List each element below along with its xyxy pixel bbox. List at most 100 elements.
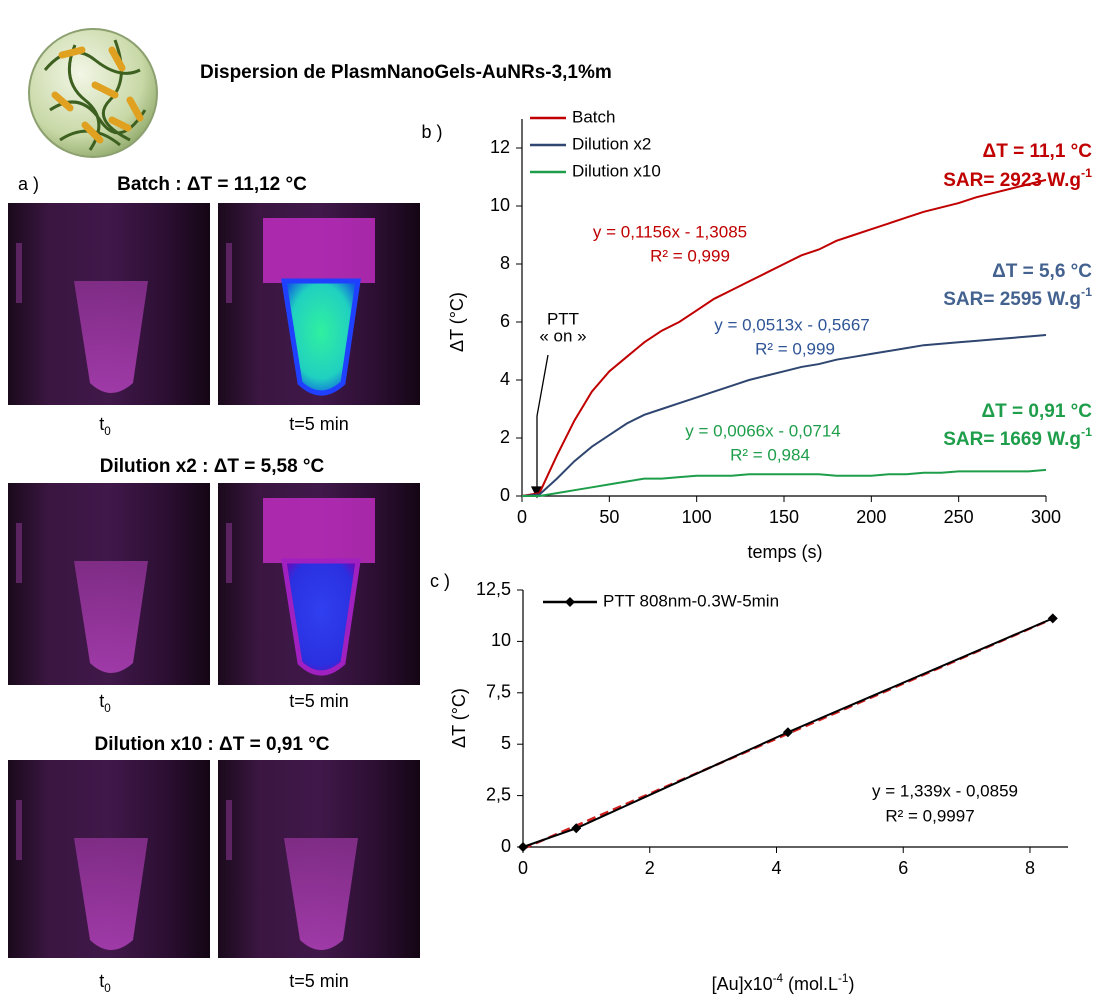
x-axis-label: temps (s): [747, 542, 822, 562]
tube: [74, 838, 148, 950]
callout-part: -1: [1081, 425, 1092, 439]
annotation: R² = 0,999: [755, 339, 835, 358]
y-tick-label: 0: [500, 485, 510, 505]
y-tick-label: 8: [500, 253, 510, 273]
panel-label: c ): [430, 571, 450, 591]
legend-label: Dilution x2: [572, 134, 651, 153]
callout: ΔT = 11,1 °C: [983, 141, 1093, 162]
image-streak: [16, 523, 22, 583]
row-title: Dilution x10 : ΔT = 0,91 °C: [94, 734, 329, 755]
thermal-image: [218, 203, 420, 405]
tube: [284, 838, 358, 950]
legend-label: Batch: [572, 107, 615, 126]
series-line: [522, 468, 1047, 497]
thermal-image: [8, 203, 210, 405]
image-streak: [226, 243, 232, 303]
logo: [28, 28, 158, 158]
x-tick-label: 0: [517, 507, 527, 527]
caption-part: 0: [104, 982, 111, 995]
y-tick-label: 12: [490, 137, 510, 157]
data-point: [1047, 613, 1058, 624]
callout: SAR= 1669 W.g-1: [943, 425, 1092, 450]
annotation: y = 0,1156x - 1,3085: [593, 222, 747, 241]
legend-marker: [565, 597, 575, 607]
x-axis-label: [Au]x10-4 (mol.L-1): [712, 972, 855, 994]
x-tick-label: 4: [771, 858, 781, 878]
legend-label: Dilution x10: [572, 161, 661, 180]
y-axis-label: ΔT (°C): [449, 688, 469, 748]
x-tick-label: 50: [599, 507, 619, 527]
y-tick-label: 10: [490, 195, 510, 215]
callout-part: -1: [1081, 285, 1092, 299]
caption-part: 0: [104, 425, 111, 438]
y-tick-label: 10: [491, 630, 511, 650]
y-tick-label: 0: [501, 836, 511, 856]
x-axis-label-part: -4: [773, 972, 784, 985]
caption-part: 0: [104, 702, 111, 715]
data-point: [782, 727, 793, 738]
image-streak: [226, 523, 232, 583]
image-streak: [16, 243, 22, 303]
caption-part: t: [99, 414, 104, 434]
caption: t0: [99, 971, 111, 995]
x-tick-label: 300: [1031, 507, 1061, 527]
row-title: Batch : ΔT = 11,12 °C: [117, 174, 307, 195]
y-tick-label: 4: [500, 369, 510, 389]
x-axis-label-part: ): [848, 974, 854, 994]
thermal-image: [218, 483, 420, 685]
callout-part: SAR= 2923 W.g: [943, 170, 1081, 191]
annotation: PTT: [547, 309, 579, 328]
y-tick-label: 2: [500, 427, 510, 447]
x-tick-label: 6: [898, 858, 908, 878]
thermal-image: [8, 760, 210, 958]
x-tick-label: 150: [769, 507, 799, 527]
thermal-image: [218, 760, 420, 958]
callout: SAR= 2923 W.g-1: [943, 166, 1092, 191]
tube: [74, 281, 148, 393]
annotation: R² = 0,984: [730, 445, 810, 464]
y-tick-label: 12,5: [476, 579, 511, 599]
x-axis-label-part: -1: [838, 972, 848, 985]
y-tick-label: 7,5: [486, 682, 511, 702]
caption: t0: [99, 414, 111, 438]
image-glow: [263, 498, 375, 563]
figure-title: Dispersion de PlasmNanoGels-AuNRs-3,1%m: [200, 62, 612, 83]
series-line: [521, 178, 1047, 497]
ptt-arrow: [530, 354, 549, 499]
annotation: R² = 0,9997: [885, 806, 974, 825]
tube: [281, 278, 361, 396]
x-axis-label-part: (mol.L: [783, 974, 838, 994]
panel-label: a ): [18, 174, 39, 194]
caption: t=5 min: [289, 691, 349, 711]
series-line: [522, 617, 1054, 848]
annotation: y = 0,0066x - 0,0714: [685, 421, 840, 440]
tube: [74, 561, 148, 673]
caption: t=5 min: [289, 971, 349, 991]
callout: ΔT = 5,6 °C: [992, 261, 1092, 282]
tube: [281, 558, 361, 676]
x-tick-label: 8: [1025, 858, 1035, 878]
callout: ΔT = 0,91 °C: [982, 401, 1093, 422]
x-tick-label: 100: [682, 507, 712, 527]
caption: t=5 min: [289, 414, 349, 434]
callout-part: SAR= 1669 W.g: [943, 429, 1081, 450]
x-tick-label: 0: [518, 858, 528, 878]
legend-label: PTT 808nm-0.3W-5min: [603, 591, 779, 610]
annotation: R² = 0,999: [650, 246, 730, 265]
callout-part: SAR= 2595 W.g: [943, 289, 1081, 310]
caption-part: t: [99, 971, 104, 991]
callout-part: ΔT = 5,6 °C: [992, 261, 1092, 282]
data-point: [571, 823, 582, 834]
callout-part: ΔT = 11,1 °C: [983, 141, 1093, 162]
data-point: [518, 842, 528, 852]
panel-label: b ): [421, 122, 442, 142]
caption-part: t: [99, 691, 104, 711]
annotation: y = 1,339x - 0,0859: [872, 781, 1018, 800]
x-tick-label: 250: [944, 507, 974, 527]
y-tick-label: 6: [500, 311, 510, 331]
x-tick-label: 200: [856, 507, 886, 527]
x-axis-label-part: [Au]x10: [712, 974, 773, 994]
x-tick-label: 2: [645, 858, 655, 878]
row-title: Dilution x2 : ΔT = 5,58 °C: [100, 456, 325, 477]
